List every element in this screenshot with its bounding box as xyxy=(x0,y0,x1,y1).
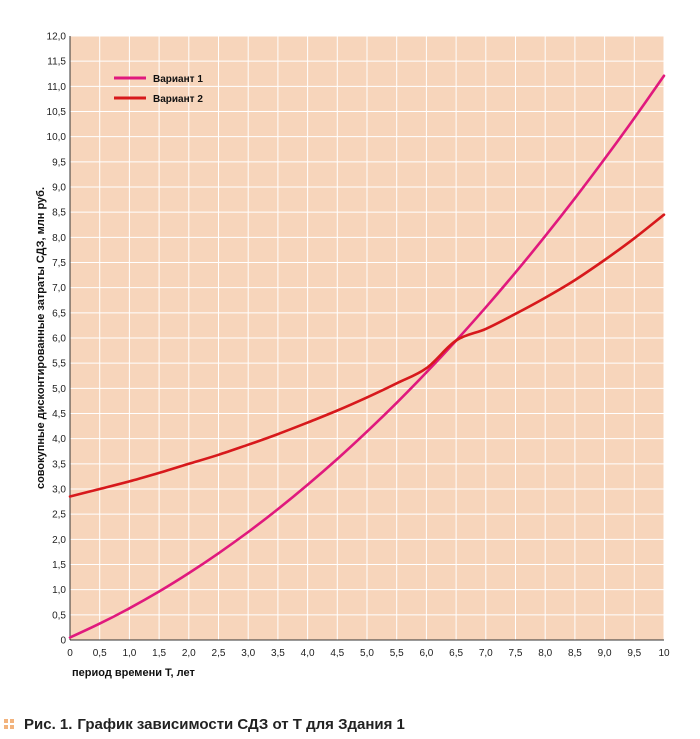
x-tick-label: 4,0 xyxy=(301,648,315,659)
x-tick-label: 5,0 xyxy=(360,648,374,659)
y-tick-label: 7,0 xyxy=(52,283,66,294)
series-line-1 xyxy=(68,74,666,639)
y-tick-label: 11,5 xyxy=(47,57,66,68)
caption-bullet-icon xyxy=(4,719,14,729)
y-tick-label: 0,5 xyxy=(52,610,66,621)
x-tick-label: 6,5 xyxy=(449,648,463,659)
caption-text: График зависимости СДЗ от T для Здания 1 xyxy=(77,715,405,733)
x-tick-label: 3,0 xyxy=(241,648,255,659)
y-tick-label: 9,0 xyxy=(52,183,66,194)
y-tick-label: 5,5 xyxy=(52,359,66,370)
y-tick-label: 7,5 xyxy=(52,258,66,269)
x-tick-label: 9,5 xyxy=(627,648,641,659)
y-tick-label: 4,0 xyxy=(52,434,66,445)
y-tick-label: 1,0 xyxy=(52,585,66,596)
y-tick-label: 12,0 xyxy=(47,32,67,43)
x-tick-label: 6,0 xyxy=(419,648,433,659)
x-tick-label: 1,0 xyxy=(122,648,136,659)
x-tick-label: 4,5 xyxy=(330,648,344,659)
figure-caption: Рис. 1. График зависимости СДЗ от T для … xyxy=(4,712,405,736)
y-tick-label: 0 xyxy=(60,636,66,647)
y-tick-label: 6,5 xyxy=(52,308,66,319)
x-tick-label: 0 xyxy=(67,648,73,659)
y-axis-label: совокупные дисконтированные затраты СДЗ,… xyxy=(35,187,47,489)
y-tick-label: 9,5 xyxy=(52,157,66,168)
x-tick-label: 2,5 xyxy=(212,648,226,659)
y-tick-label: 3,5 xyxy=(52,459,66,470)
x-tick-label: 5,5 xyxy=(390,648,404,659)
legend-label-2: Вариант 2 xyxy=(153,94,203,105)
grid xyxy=(69,35,665,641)
x-tick-label: 9,0 xyxy=(598,648,612,659)
x-tick-label: 10 xyxy=(658,648,670,659)
x-tick-label: 2,0 xyxy=(182,648,196,659)
y-tick-label: 11,0 xyxy=(47,82,66,93)
y-tick-label: 2,0 xyxy=(52,535,66,546)
caption-figure-number: Рис. 1. xyxy=(24,715,73,733)
legend-label-1: Вариант 1 xyxy=(153,74,203,85)
y-tick-label: 6,0 xyxy=(52,334,66,345)
y-tick-label: 1,5 xyxy=(52,560,66,571)
y-tick-label: 2,5 xyxy=(52,510,66,521)
x-tick-label: 1,5 xyxy=(152,648,166,659)
y-tick-label: 8,0 xyxy=(52,233,66,244)
x-tick-label: 0,5 xyxy=(93,648,107,659)
y-tick-label: 8,5 xyxy=(52,208,66,219)
legend: Вариант 1 Вариант 2 xyxy=(114,74,203,105)
series-lines xyxy=(68,74,666,639)
y-tick-label: 3,0 xyxy=(52,485,66,496)
chart: 0 0,5 1,0 1,5 2,0 2,5 3,0 3,5 4,0 4,5 5,0 5,5 6,0 6,5… xyxy=(35,32,670,680)
y-tick-label: 5,0 xyxy=(52,384,66,395)
axes xyxy=(69,36,664,641)
y-tick-label: 10,5 xyxy=(47,107,67,118)
y-tick-label: 10,0 xyxy=(47,132,67,143)
x-axis-label: период времени T, лет xyxy=(72,667,195,679)
y-tick-label: 4,5 xyxy=(52,409,66,420)
x-tick-label: 8,5 xyxy=(568,648,582,659)
tick-labels: 0 0,5 1,0 1,5 2,0 2,5 3,0 3,5 4,0 4,5 5,0 5,5 6,0 6,5… xyxy=(47,32,670,660)
x-tick-label: 7,0 xyxy=(479,648,493,659)
x-tick-label: 8,0 xyxy=(538,648,552,659)
series-line-2 xyxy=(68,213,666,498)
x-tick-label: 7,5 xyxy=(509,648,523,659)
x-tick-label: 3,5 xyxy=(271,648,285,659)
